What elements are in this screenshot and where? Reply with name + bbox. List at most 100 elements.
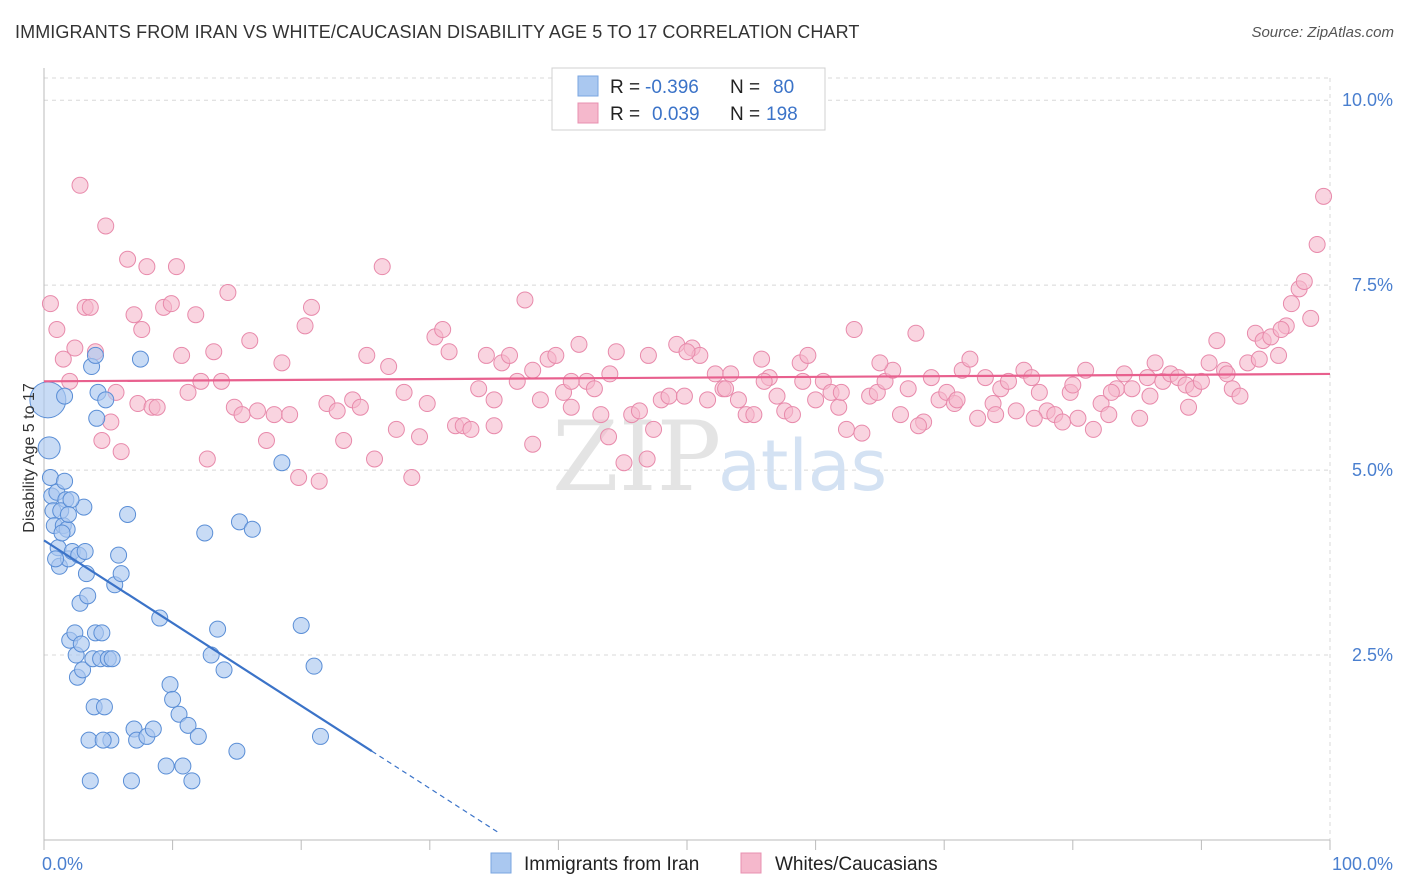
blue-point: [273, 454, 291, 472]
blue-point: [292, 616, 310, 634]
pink-point: [1302, 309, 1320, 327]
pink-point: [948, 391, 966, 409]
pink-point: [722, 365, 740, 383]
blue-point: [93, 624, 111, 642]
pink-point: [373, 258, 391, 276]
pink-point: [233, 406, 251, 424]
pink-point: [1308, 235, 1326, 253]
pink-point: [987, 406, 1005, 424]
pink-point: [81, 298, 99, 316]
pink-point: [768, 387, 786, 405]
pink-point: [1146, 354, 1164, 372]
pink-point: [470, 380, 488, 398]
y-tick-label: 10.0%: [1342, 90, 1393, 110]
pink-point: [358, 346, 376, 364]
pink-point: [162, 295, 180, 313]
pink-point: [112, 443, 130, 461]
blue-point: [170, 705, 188, 723]
pink-point: [418, 395, 436, 413]
legend-n-value-0: 80: [773, 77, 794, 98]
blue-point: [88, 409, 106, 427]
pink-point: [907, 324, 925, 342]
legend-n-label-1: N =: [730, 104, 760, 125]
blue-point: [189, 727, 207, 745]
pink-point: [1115, 365, 1133, 383]
pink-point: [1231, 387, 1249, 405]
legend-r-value-1: 0.039: [652, 104, 700, 125]
pink-point: [729, 391, 747, 409]
blue-point: [53, 524, 71, 542]
pink-point: [699, 391, 717, 409]
pink-point: [335, 432, 353, 450]
pink-point: [501, 346, 519, 364]
blue-point: [94, 731, 112, 749]
blue-point: [183, 772, 201, 790]
pink-point: [1200, 354, 1218, 372]
pink-point: [585, 380, 603, 398]
bottom-legend-swatch-blue: [490, 852, 512, 874]
pink-point: [48, 321, 66, 339]
pink-point: [871, 354, 889, 372]
pink-point: [660, 387, 678, 405]
pink-point: [717, 380, 735, 398]
x-tick-labels: 0.0% 100.0%: [42, 854, 1393, 874]
legend: R = -0.396 N = 80 R = 0.039 N = 198: [551, 67, 826, 131]
pink-point: [1250, 350, 1268, 368]
blue-point: [202, 646, 220, 664]
pink-point: [1007, 402, 1025, 420]
legend-swatch-pink: [577, 102, 599, 124]
pink-point: [601, 365, 619, 383]
pink-point: [138, 258, 156, 276]
pink-point: [102, 413, 120, 431]
pink-point: [403, 468, 421, 486]
blue-point: [95, 698, 113, 716]
pink-point: [125, 306, 143, 324]
pink-point: [562, 372, 580, 390]
pink-point: [675, 387, 693, 405]
pink-point: [434, 321, 452, 339]
pink-point: [477, 346, 495, 364]
pink-point: [830, 398, 848, 416]
blue-point: [86, 346, 104, 364]
pink-point: [485, 391, 503, 409]
pink-point: [129, 395, 147, 413]
pink-point: [600, 428, 618, 446]
pink-point: [794, 372, 812, 390]
pink-point: [1000, 372, 1017, 390]
y-tick-label: 2.5%: [1352, 645, 1393, 665]
blue-point: [131, 350, 149, 368]
pink-point: [570, 335, 588, 353]
pink-point: [976, 369, 994, 387]
y-tick-label: 5.0%: [1352, 460, 1393, 480]
pink-point: [807, 391, 825, 409]
pink-point: [1102, 383, 1120, 401]
pink-point: [909, 417, 927, 435]
blue-trend-line: [43, 539, 373, 753]
blue-point: [103, 650, 121, 668]
pink-point: [799, 346, 817, 364]
pink-point: [1100, 406, 1118, 424]
pink-point: [706, 365, 724, 383]
y-tick-label: 7.5%: [1352, 275, 1393, 295]
bottom-legend-label-blue: Immigrants from Iran: [524, 854, 699, 875]
pink-point: [1295, 272, 1313, 290]
pink-point: [54, 350, 72, 368]
pink-point: [853, 424, 871, 442]
trend-lines: [43, 372, 1331, 835]
pink-point: [615, 454, 633, 472]
pink-point: [1023, 369, 1041, 387]
pink-point: [508, 372, 526, 390]
pink-point: [71, 176, 89, 194]
bottom-legend-label-pink: Whites/Caucasians: [775, 854, 938, 875]
pink-point: [837, 420, 855, 438]
blue-point: [74, 661, 92, 679]
y-axis-label: Disability Age 5 to 17: [21, 383, 38, 533]
pink-point: [380, 358, 398, 376]
legend-n-value-1: 198: [766, 104, 798, 125]
blue-point: [174, 757, 192, 775]
blue-point: [119, 505, 137, 523]
pink-point: [1054, 413, 1072, 431]
pink-point: [1272, 321, 1290, 339]
pink-point: [1069, 409, 1087, 427]
pink-point: [645, 420, 663, 438]
